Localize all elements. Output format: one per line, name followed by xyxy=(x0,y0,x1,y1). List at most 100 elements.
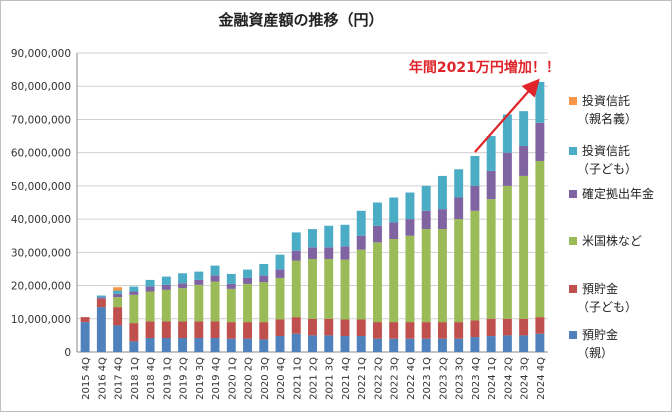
bar-segment xyxy=(243,269,253,278)
bar-segment xyxy=(210,265,220,276)
x-tick-label: 2020 4Q xyxy=(276,357,287,400)
bar-segment xyxy=(421,322,431,339)
x-tick-label: 2024 1Q xyxy=(487,357,498,400)
bar-segment xyxy=(194,321,204,339)
bar-segment xyxy=(486,318,496,337)
bar-segment xyxy=(454,219,464,323)
bar-segment xyxy=(486,336,496,352)
x-tick-label: 2020 3Q xyxy=(260,357,271,400)
y-tick-label: 90,000,000 xyxy=(11,48,71,60)
bar-segment xyxy=(356,319,366,337)
bar-segment xyxy=(519,335,529,352)
bar-segment xyxy=(291,333,301,352)
bar-segment xyxy=(340,336,350,352)
gridlines xyxy=(77,52,548,353)
bar-segment xyxy=(372,225,382,243)
bar-segment xyxy=(470,210,480,321)
bar-segment xyxy=(226,288,236,323)
bar-segment xyxy=(454,169,464,198)
bar-segment xyxy=(356,336,366,352)
bar-segment xyxy=(372,242,382,323)
x-tick-label: 2023 4Q xyxy=(471,357,482,400)
x-tick-label: 2019 3Q xyxy=(195,357,206,400)
x-tick-label: 2024 3Q xyxy=(520,357,531,400)
bar-segment xyxy=(178,273,188,284)
bar-segment xyxy=(486,136,496,171)
bar-segment xyxy=(161,321,171,339)
bar-segment xyxy=(421,210,431,230)
x-tick-label: 2019 1Q xyxy=(162,357,173,400)
x-tick-label: 2022 4Q xyxy=(406,357,417,400)
legend-swatch xyxy=(569,190,577,198)
bar-segment xyxy=(340,259,350,320)
bar-segment xyxy=(437,229,447,323)
bar-segment xyxy=(178,338,188,352)
bar-segment xyxy=(519,318,529,336)
x-tick-label: 2021 1Q xyxy=(292,357,303,400)
bar-segment xyxy=(502,335,512,352)
bar-segment xyxy=(324,225,334,248)
bar-segment xyxy=(80,322,90,352)
bar-segment xyxy=(210,281,220,322)
x-tick-label: 2016 4Q xyxy=(97,357,108,400)
bar-segment xyxy=(421,338,431,352)
bar-segment xyxy=(470,337,480,352)
bar-segment xyxy=(308,318,317,336)
bar-segment xyxy=(324,318,334,336)
bar-segment xyxy=(291,260,301,318)
bar-segment xyxy=(210,321,220,339)
x-tick-label: 2024 4Q xyxy=(536,357,547,400)
bar-segment xyxy=(194,284,204,322)
legend-label: 確定拠出年金 xyxy=(582,186,654,201)
bar-segment xyxy=(194,279,204,285)
annotation-text: 年間2021万円増加！！ xyxy=(409,59,560,76)
bar-segment xyxy=(113,287,123,291)
bar-segment xyxy=(259,275,269,283)
legend-label: 預貯金 xyxy=(582,327,618,342)
bar-segment xyxy=(210,275,220,282)
bar-segment xyxy=(129,323,139,342)
bar-segment xyxy=(161,338,171,352)
bars xyxy=(80,81,545,352)
bar-segment xyxy=(389,239,399,323)
bar-segment xyxy=(486,170,496,200)
bar-segment xyxy=(113,297,123,308)
bar-segment xyxy=(372,202,382,226)
bar-segment xyxy=(421,229,431,323)
bar-segment xyxy=(145,279,155,287)
x-tick-label: 2023 1Q xyxy=(422,357,433,400)
bar-segment xyxy=(535,122,545,161)
bar-segment xyxy=(291,317,301,334)
bar-segment xyxy=(243,277,253,284)
bar-segment xyxy=(372,338,382,352)
y-tick-label: 60,000,000 xyxy=(11,148,71,160)
bar-segment xyxy=(226,283,236,289)
bar-segment xyxy=(519,175,529,319)
bar-segment xyxy=(80,317,90,323)
growth-arrow xyxy=(474,78,540,153)
bar-segment xyxy=(226,338,236,352)
x-tick-label: 2023 3Q xyxy=(455,357,466,400)
bar-segment xyxy=(324,258,334,319)
bar-segment xyxy=(502,318,512,336)
bar-segment xyxy=(145,291,155,322)
bar-segment xyxy=(502,185,512,319)
bar-segment xyxy=(96,297,106,299)
bar-segment xyxy=(178,288,188,322)
bar-segment xyxy=(308,229,317,248)
x-tick-label: 2022 1Q xyxy=(357,357,368,400)
bar-segment xyxy=(243,322,253,339)
bar-segment xyxy=(161,284,171,290)
bar-segment xyxy=(389,322,399,339)
bar-segment xyxy=(486,199,496,319)
bar-segment xyxy=(405,338,415,352)
bar-segment xyxy=(291,250,301,261)
bar-segment xyxy=(210,338,220,352)
bar-segment xyxy=(470,185,480,211)
legend-sublabel: （親） xyxy=(577,346,613,360)
y-tick-label: 40,000,000 xyxy=(11,214,71,226)
bar-segment xyxy=(535,81,545,123)
bar-segment xyxy=(470,155,480,186)
bar-segment xyxy=(535,160,545,318)
y-tick-label: 10,000,000 xyxy=(11,314,71,326)
